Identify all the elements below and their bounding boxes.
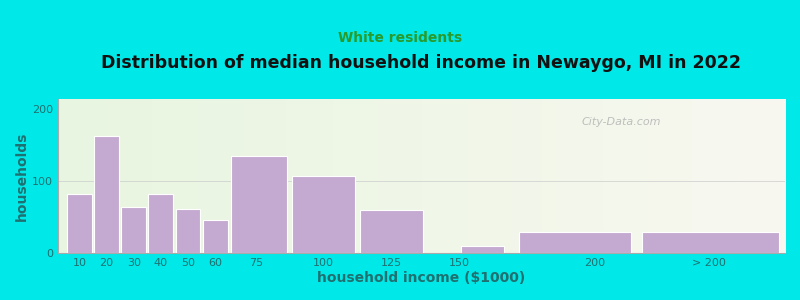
Bar xyxy=(67,194,92,254)
Bar xyxy=(202,220,228,254)
Bar xyxy=(642,232,779,254)
Text: City-Data.com: City-Data.com xyxy=(582,117,661,127)
X-axis label: household income ($1000): household income ($1000) xyxy=(318,271,526,285)
Bar xyxy=(122,207,146,254)
Bar xyxy=(231,156,287,254)
Bar xyxy=(148,194,174,254)
Bar xyxy=(293,176,355,254)
Bar xyxy=(462,246,504,254)
Bar xyxy=(175,209,201,254)
Title: Distribution of median household income in Newaygo, MI in 2022: Distribution of median household income … xyxy=(102,54,742,72)
Bar xyxy=(360,210,422,254)
Bar xyxy=(94,136,119,254)
Y-axis label: households: households xyxy=(15,131,29,220)
Bar xyxy=(518,232,631,254)
Text: White residents: White residents xyxy=(338,31,462,44)
